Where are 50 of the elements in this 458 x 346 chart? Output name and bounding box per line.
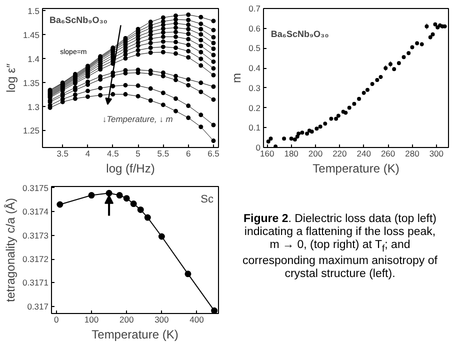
- x-tick-label: 200: [308, 148, 323, 158]
- annotation: Ba₆ScNb₉O₃₀: [50, 15, 108, 26]
- y-tick-label: 0.6: [248, 23, 261, 34]
- y-tick-label: 0.3173: [22, 230, 49, 240]
- y-tick-label: 0.3171: [22, 278, 49, 288]
- y-tick-label: 1.4: [28, 54, 40, 64]
- x-tick-label: 5: [136, 148, 141, 158]
- y-tick-label: 1.35: [22, 78, 40, 88]
- x-tick-label: 6.5: [208, 148, 220, 158]
- y-axis-title: tetragonality c/a (Å): [4, 198, 18, 302]
- y-tick-label: 0.7: [248, 4, 261, 14]
- x-tick-label: 300: [429, 148, 444, 158]
- x-tick-label: 180: [284, 148, 299, 158]
- x-tick-label: 6: [186, 148, 191, 158]
- x-tick-label: 160: [260, 148, 274, 158]
- x-tick-label: 100: [84, 314, 99, 324]
- x-tick-label: 200: [119, 314, 134, 324]
- x-tick-label: 300: [154, 314, 170, 324]
- annotation: Ba₆ScNb₉O₃₀: [270, 29, 329, 40]
- annotation: Sc: [200, 194, 214, 206]
- x-tick-label: 3.5: [56, 148, 69, 158]
- y-tick-label: 1.45: [22, 30, 40, 40]
- x-tick-label: 4: [85, 148, 90, 158]
- x-tick-label: 260: [380, 148, 396, 158]
- x-tick-label: 4.5: [106, 148, 120, 158]
- y-tick-label: 0.3172: [22, 254, 49, 264]
- x-tick-label: 280: [405, 148, 420, 158]
- y-axis-title: log ε″: [4, 62, 18, 92]
- annotation: ↓Temperature, ↓ m: [102, 114, 173, 124]
- x-axis-title: Temperature (K): [312, 162, 400, 176]
- y-tick-label: 1.25: [22, 126, 40, 136]
- x-tick-label: 0: [54, 314, 60, 324]
- x-axis-title: Temperature (K): [92, 328, 178, 342]
- y-tick-label: 1.3: [28, 102, 40, 112]
- y-tick-label: 0.317: [27, 301, 49, 312]
- y-tick-label: 0.3174: [22, 206, 49, 217]
- y-tick-label: 0.1: [248, 122, 261, 133]
- y-tick-label: 0.2: [248, 102, 261, 113]
- x-axis-title: log (f/Hz): [106, 162, 155, 176]
- x-tick-label: 220: [332, 148, 348, 158]
- x-tick-label: 5.5: [157, 148, 170, 158]
- y-axis-title: m: [230, 73, 244, 83]
- x-tick-label: 400: [190, 314, 204, 324]
- y-tick-label: 0.3175: [22, 182, 49, 193]
- y-tick-label: 0.4: [248, 63, 261, 74]
- y-tick-label: 1.5: [28, 6, 40, 16]
- y-tick-label: 0.5: [248, 43, 261, 54]
- x-tick-label: 240: [356, 148, 372, 158]
- y-tick-label: 0.3: [248, 82, 261, 93]
- text: Figure 2: [243, 213, 288, 225]
